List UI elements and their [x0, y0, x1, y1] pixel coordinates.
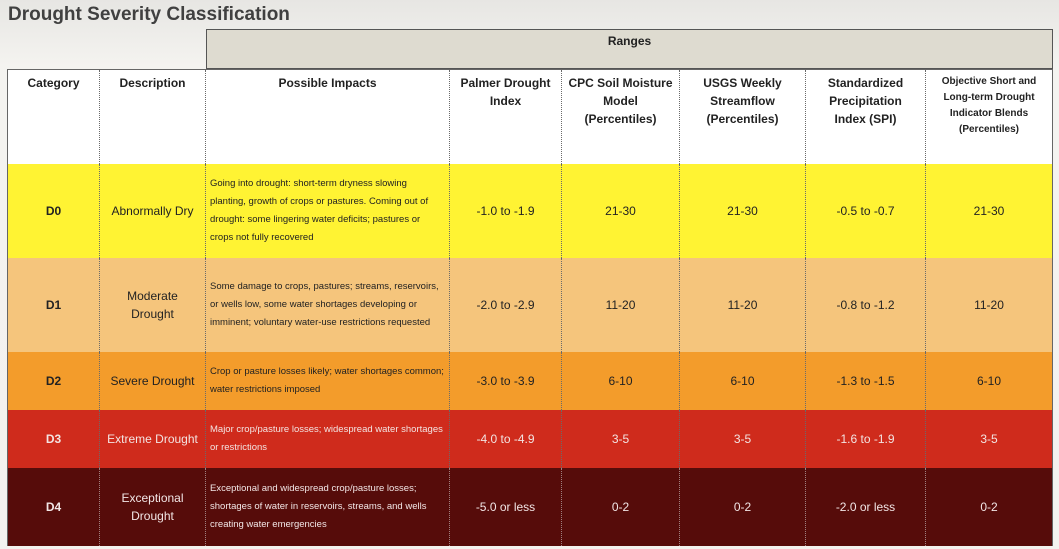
- table-row-d0: D0 Abnormally Dry Going into drought: sh…: [8, 164, 1052, 258]
- header-category: Category: [8, 70, 100, 164]
- blends-cell: 6-10: [976, 374, 1002, 388]
- header-possible-impacts: Possible Impacts: [206, 70, 450, 164]
- cpc-cell: 0-2: [562, 468, 680, 546]
- palmer-cell: -1.0 to -1.9: [450, 164, 562, 258]
- cpc-cell: 3-5: [562, 410, 680, 468]
- description-cell: Extreme Drought: [100, 410, 206, 468]
- palmer-cell: -5.0 or less: [450, 468, 562, 546]
- drought-table: Category Description Possible Impacts Pa…: [7, 69, 1053, 546]
- header-spi: Standardized Precipitation Index (SPI): [806, 70, 926, 164]
- spi-cell: -1.3 to -1.5: [806, 352, 926, 410]
- table-row-d4: D4 Exceptional Drought Exceptional and w…: [8, 468, 1052, 546]
- usgs-cell: 0-2: [680, 468, 806, 546]
- header-description: Description: [100, 70, 206, 164]
- description-cell: Exceptional Drought: [100, 468, 206, 546]
- blends-cell: 3-5: [980, 432, 998, 446]
- spi-cell: -2.0 or less: [806, 468, 926, 546]
- header-palmer-drought-index: Palmer Drought Index: [450, 70, 562, 164]
- blends-cell: 21-30: [973, 204, 1005, 218]
- page-title: Drought Severity Classification: [8, 4, 290, 25]
- impacts-cell: Exceptional and widespread crop/pasture …: [206, 468, 450, 546]
- header-usgs-weekly-streamflow: USGS Weekly Streamflow (Percentiles): [680, 70, 806, 164]
- description-cell: Moderate Drought: [100, 258, 206, 352]
- category-cell: D2: [8, 352, 100, 410]
- impacts-cell: Crop or pasture losses likely; water sho…: [206, 352, 450, 410]
- impacts-cell: Some damage to crops, pastures; streams,…: [206, 258, 450, 352]
- cpc-cell: 11-20: [562, 258, 680, 352]
- blends-cell: 0-2: [980, 500, 998, 514]
- usgs-cell: 3-5: [680, 410, 806, 468]
- table-row-d3: D3 Extreme Drought Major crop/pasture lo…: [8, 410, 1052, 468]
- usgs-cell: 11-20: [680, 258, 806, 352]
- impacts-cell: Major crop/pasture losses; widespread wa…: [206, 410, 450, 468]
- spi-cell: -1.6 to -1.9: [806, 410, 926, 468]
- blends-cell: 11-20: [974, 298, 1004, 312]
- description-cell: Severe Drought: [100, 352, 206, 410]
- category-cell: D1: [8, 258, 100, 352]
- palmer-cell: -4.0 to -4.9: [450, 410, 562, 468]
- cpc-cell: 21-30: [562, 164, 680, 258]
- table-row-d2: D2 Severe Drought Crop or pasture losses…: [8, 352, 1052, 410]
- spi-cell: -0.8 to -1.2: [806, 258, 926, 352]
- ranges-header: Ranges: [206, 29, 1053, 69]
- palmer-cell: -3.0 to -3.9: [450, 352, 562, 410]
- cpc-cell: 6-10: [562, 352, 680, 410]
- category-cell: D4: [8, 468, 100, 546]
- table-row-d1: D1 Moderate Drought Some damage to crops…: [8, 258, 1052, 352]
- category-cell: D0: [8, 164, 100, 258]
- category-cell: D3: [8, 410, 100, 468]
- spi-cell: -0.5 to -0.7: [806, 164, 926, 258]
- impacts-cell: Going into drought: short-term dryness s…: [206, 164, 450, 258]
- usgs-cell: 6-10: [680, 352, 806, 410]
- header-objective-blends: Objective Short and Long-term Drought In…: [926, 70, 1052, 164]
- usgs-cell: 21-30: [680, 164, 806, 258]
- palmer-cell: -2.0 to -2.9: [450, 258, 562, 352]
- header-cpc-soil-moisture: CPC Soil Moisture Model (Percentiles): [562, 70, 680, 164]
- description-cell: Abnormally Dry: [100, 164, 206, 258]
- table-header-row: Category Description Possible Impacts Pa…: [8, 70, 1052, 164]
